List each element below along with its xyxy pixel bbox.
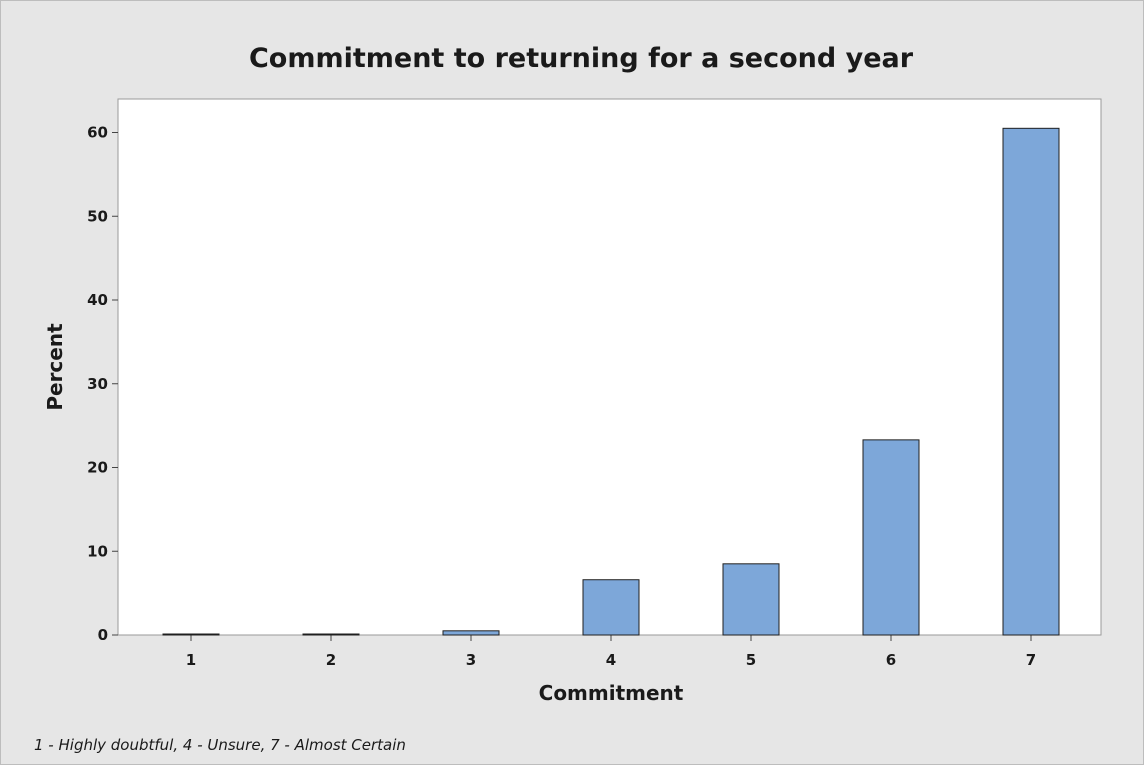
bar-7 bbox=[1002, 127, 1060, 636]
y-tick-label: 60 bbox=[87, 124, 108, 142]
bar-2 bbox=[302, 633, 360, 636]
y-tick-label: 10 bbox=[87, 542, 108, 560]
x-tick-label: 5 bbox=[746, 651, 756, 669]
bar-3 bbox=[442, 630, 500, 636]
y-axis-title: Percent bbox=[43, 323, 67, 411]
bar-4 bbox=[582, 579, 640, 636]
x-tick-label: 3 bbox=[466, 651, 476, 669]
bar-5 bbox=[722, 563, 780, 636]
x-axis-title: Commitment bbox=[539, 681, 684, 705]
y-tick-label: 0 bbox=[98, 626, 108, 644]
y-tick-label: 30 bbox=[87, 375, 108, 393]
bar-6 bbox=[862, 439, 920, 636]
footnote: 1 - Highly doubtful, 4 - Unsure, 7 - Alm… bbox=[34, 736, 406, 754]
y-tick-label: 50 bbox=[87, 207, 108, 225]
bars bbox=[162, 127, 1060, 636]
x-axis: 1 2 3 4 5 6 7 bbox=[186, 635, 1036, 669]
chart-title: Commitment to returning for a second yea… bbox=[249, 43, 914, 74]
y-tick-label: 20 bbox=[87, 459, 108, 477]
y-tick-label: 40 bbox=[87, 291, 108, 309]
x-tick-label: 2 bbox=[326, 651, 336, 669]
y-axis: 0 10 20 30 40 50 60 bbox=[87, 124, 118, 644]
x-tick-label: 4 bbox=[606, 651, 616, 669]
x-tick-label: 7 bbox=[1026, 651, 1036, 669]
x-tick-label: 1 bbox=[186, 651, 196, 669]
bar-1 bbox=[162, 633, 220, 636]
plot-area bbox=[117, 98, 1102, 636]
x-tick-label: 6 bbox=[886, 651, 896, 669]
